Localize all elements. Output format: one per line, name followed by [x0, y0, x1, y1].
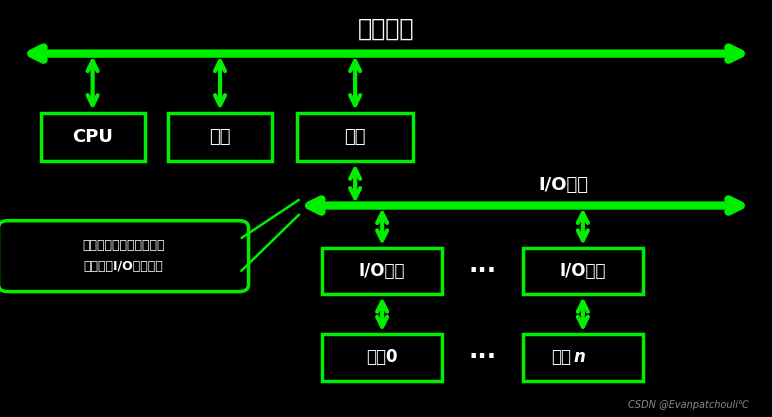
Text: ···: ··· [469, 259, 496, 283]
FancyBboxPatch shape [40, 113, 144, 161]
FancyBboxPatch shape [523, 334, 642, 381]
FancyBboxPatch shape [0, 221, 249, 291]
Text: I/O接口: I/O接口 [359, 262, 405, 280]
Text: CPU: CPU [73, 128, 113, 146]
Text: I/O接口: I/O接口 [560, 262, 606, 280]
Text: I/O总线: I/O总线 [539, 176, 588, 193]
FancyBboxPatch shape [322, 248, 442, 294]
Text: 由通道对I/O统一管理: 由通道对I/O统一管理 [83, 260, 164, 274]
Text: 设备: 设备 [551, 349, 571, 367]
Text: 具有特殊功能的处理器，: 具有特殊功能的处理器， [83, 239, 164, 252]
Text: CSDN @Evanpatchouli℃: CSDN @Evanpatchouli℃ [628, 400, 749, 410]
FancyBboxPatch shape [523, 248, 642, 294]
FancyBboxPatch shape [168, 113, 272, 161]
Text: 设备0: 设备0 [367, 349, 398, 367]
FancyBboxPatch shape [297, 113, 413, 161]
FancyBboxPatch shape [322, 334, 442, 381]
Text: 主存: 主存 [209, 128, 231, 146]
Text: n: n [574, 349, 585, 367]
Text: ···: ··· [469, 345, 496, 369]
Text: 主存总线: 主存总线 [357, 17, 415, 40]
Text: 通道: 通道 [344, 128, 366, 146]
